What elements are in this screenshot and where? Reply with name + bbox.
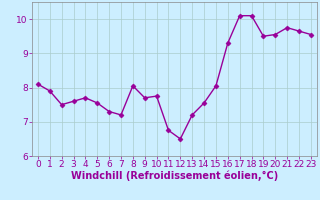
X-axis label: Windchill (Refroidissement éolien,°C): Windchill (Refroidissement éolien,°C): [71, 171, 278, 181]
